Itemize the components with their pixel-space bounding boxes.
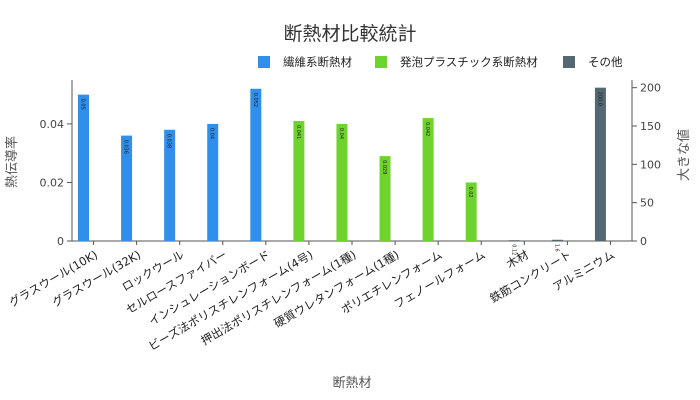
legend-swatch — [563, 56, 575, 68]
bar — [207, 123, 219, 241]
bar — [336, 123, 348, 241]
legend-label: 繊維系断熱材 — [283, 55, 352, 69]
y-left-tick-label: 0.04 — [40, 118, 65, 131]
y-axis-left-title: 熱伝導率 — [4, 136, 20, 188]
bar-value-label: 1.6 — [553, 244, 559, 252]
bar — [164, 129, 176, 241]
bar — [594, 87, 606, 242]
bar-value-label: 0.052 — [252, 93, 258, 107]
bar-value-label: 200.0 — [596, 92, 602, 106]
bar — [78, 94, 89, 242]
bar — [379, 156, 391, 241]
axes: 0 0.02 0.04 0 50 100 150 200 — [40, 80, 661, 248]
y-left-tick-label: 0.02 — [40, 176, 65, 189]
legend-swatch — [375, 56, 387, 68]
bar-value-label: 0.12 — [510, 244, 516, 255]
bar-value-label: 0.036 — [123, 140, 129, 154]
chart-title: 断熱材比較統計 — [283, 23, 416, 45]
y-right-tick-label: 150 — [640, 120, 661, 133]
bar — [250, 88, 262, 241]
y-right-tick-label: 100 — [640, 158, 661, 171]
bar — [293, 120, 305, 241]
x-tick-label: 木材 — [504, 247, 531, 271]
bar-value-label: 0.042 — [424, 122, 430, 136]
bar — [121, 135, 133, 241]
y-right-tick-label: 50 — [640, 197, 654, 210]
legend-swatch — [258, 56, 270, 68]
bar-value-label: 0.05 — [80, 99, 86, 110]
bar-value-label: 0.04 — [338, 128, 344, 139]
legend-label: 発泡プラスチック系断熱材 — [400, 55, 538, 69]
bar-value-label: 0.029 — [381, 160, 387, 174]
y-left-tick-label: 0 — [57, 235, 64, 248]
bar-value-label: 0.04 — [209, 128, 215, 139]
bar — [551, 239, 563, 241]
legend-label: その他 — [588, 55, 623, 69]
y-right-tick-label: 0 — [640, 235, 647, 248]
bar-value-label: 0.038 — [166, 134, 172, 148]
bar — [422, 118, 434, 241]
bar — [508, 240, 520, 241]
category-labels: グラスウール(10K)グラスウール(32K)ロックウールセルロースファイバーイン… — [7, 247, 617, 353]
bar-value-label: 0.041 — [295, 125, 301, 139]
y-right-tick-label: 200 — [640, 82, 661, 95]
legend[interactable]: 繊維系断熱材 発泡プラスチック系断熱材 その他 — [258, 55, 623, 69]
x-axis-title: 断熱材 — [332, 376, 371, 391]
bar — [465, 182, 477, 241]
bar-value-label: 0.02 — [467, 186, 473, 197]
bars: 0.05 0.036 0.038 0.04 0.052 0.041 0.04 0.029 0.0… — [78, 87, 606, 255]
y-axis-right-title: 大きな値 — [676, 129, 692, 181]
